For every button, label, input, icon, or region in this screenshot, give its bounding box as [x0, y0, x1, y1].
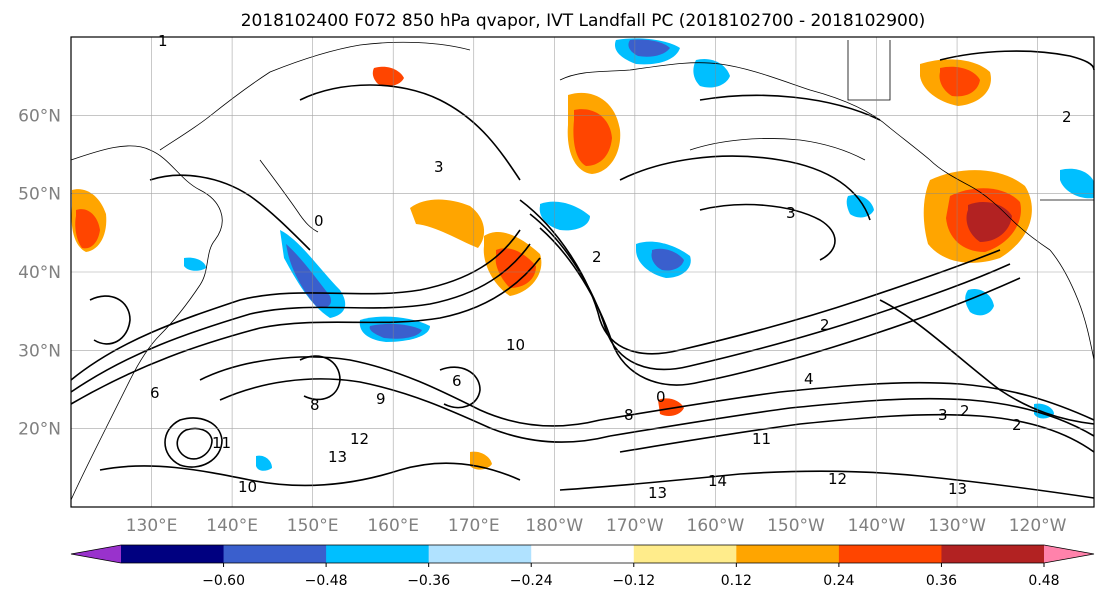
contour-label: 0 — [656, 388, 666, 406]
colorbar-tick-label: −0.60 — [202, 573, 245, 589]
contour-label: 2 — [1062, 108, 1072, 126]
lon-tick-label: 150°E — [287, 516, 339, 536]
colorbar-tick-label: −0.12 — [612, 573, 655, 589]
lon-tick-label: 180°W — [525, 516, 583, 536]
colorbar-tick-label: 0.48 — [1028, 573, 1059, 589]
colorbar-tick-label: 0.36 — [926, 573, 957, 589]
colorbar-extend-low — [71, 545, 121, 563]
contour-label: 9 — [376, 390, 386, 408]
contour-label: 6 — [452, 372, 462, 390]
lat-tick-label: 60°N — [18, 106, 61, 126]
colorbar-segment — [941, 545, 1045, 563]
map-frame — [70, 36, 1095, 508]
coastlines — [70, 40, 1095, 501]
colorbar-segment — [838, 545, 942, 563]
lon-tick-label: 170°E — [448, 516, 500, 536]
colorbar-tick-label: 0.12 — [721, 573, 752, 589]
lon-tick-label: 120°W — [1009, 516, 1067, 536]
contour-label: 13 — [328, 448, 347, 466]
contour-label: 4 — [804, 370, 814, 388]
lon-tick-label: 160°W — [687, 516, 745, 536]
contour-label: 11 — [212, 434, 231, 452]
contour-label: 8 — [310, 396, 320, 414]
colorbar-outline — [70, 544, 1095, 564]
contour-label: 2 — [1012, 416, 1022, 434]
contour-label: 3 — [786, 204, 796, 222]
map-title: 2018102400 F072 850 hPa qvapor, IVT Land… — [241, 11, 926, 31]
contour-label: 3 — [434, 158, 444, 176]
lon-tick-label: 140°E — [206, 516, 258, 536]
contour-label: 13 — [648, 484, 667, 502]
contour-label: 11 — [752, 430, 771, 448]
colorbar-tick-label: −0.36 — [407, 573, 450, 589]
lon-tick-label: 150°W — [767, 516, 825, 536]
lon-tick-label: 130°E — [126, 516, 178, 536]
colorbar-segment — [531, 545, 635, 563]
contour-label: 12 — [350, 430, 369, 448]
contour-label: 10 — [506, 336, 525, 354]
colorbar-extend-high — [1044, 545, 1094, 563]
lat-tick-label: 50°N — [18, 185, 61, 205]
contour-label: 6 — [150, 384, 160, 402]
contour-label: 1 — [158, 32, 168, 50]
lon-tick-label: 170°W — [606, 516, 664, 536]
contour-label: 13 — [948, 480, 967, 498]
colorbar-segment — [428, 545, 532, 563]
colorbar-tick-label: 0.24 — [823, 573, 854, 589]
colorbar-segment — [223, 545, 327, 563]
lon-tick-label: 130°W — [928, 516, 986, 536]
shaded-anomalies — [71, 38, 1094, 471]
contour-label: 14 — [708, 472, 727, 490]
lon-tick-label: 160°E — [367, 516, 419, 536]
lat-tick-label: 40°N — [18, 263, 61, 283]
map-grid — [71, 37, 1094, 507]
contour-label: 8 — [624, 406, 634, 424]
contour-label: 2 — [820, 316, 830, 334]
colorbar-segment — [121, 545, 225, 563]
contour-label: 12 — [828, 470, 847, 488]
colorbar-tick-label: −0.24 — [510, 573, 553, 589]
colorbar-tick-label: −0.48 — [305, 573, 348, 589]
contour-label: 3 — [938, 406, 948, 424]
contour-label: 2 — [592, 248, 602, 266]
latitude-axis: 60°N 50°N 40°N 30°N 20°N — [18, 106, 61, 439]
lat-tick-label: 20°N — [18, 420, 61, 440]
colorbar-segment — [326, 545, 430, 563]
contour-label: 10 — [238, 478, 257, 496]
map-panel: 1 3 3 2 0 2 4 10 6 8 8 0 9 11 12 13 14 1… — [70, 32, 1095, 508]
colorbar-segment — [633, 545, 737, 563]
contour-label: 0 — [314, 212, 324, 230]
contour-label: 2 — [960, 402, 970, 420]
colorbar-segment — [736, 545, 840, 563]
ivt-contours — [70, 50, 1095, 499]
colorbar: −0.60 −0.48 −0.36 −0.24 −0.12 0.12 0.24 0.36 0.4… — [70, 544, 1095, 589]
contour-labels: 1 3 3 2 0 2 4 10 6 8 8 0 9 11 12 13 14 1… — [150, 32, 1072, 502]
lat-tick-label: 30°N — [18, 341, 61, 361]
longitude-axis: 130°E 140°E 150°E 160°E 170°E 180°W 170°W 160°W… — [126, 516, 1067, 536]
lon-tick-label: 140°W — [848, 516, 906, 536]
